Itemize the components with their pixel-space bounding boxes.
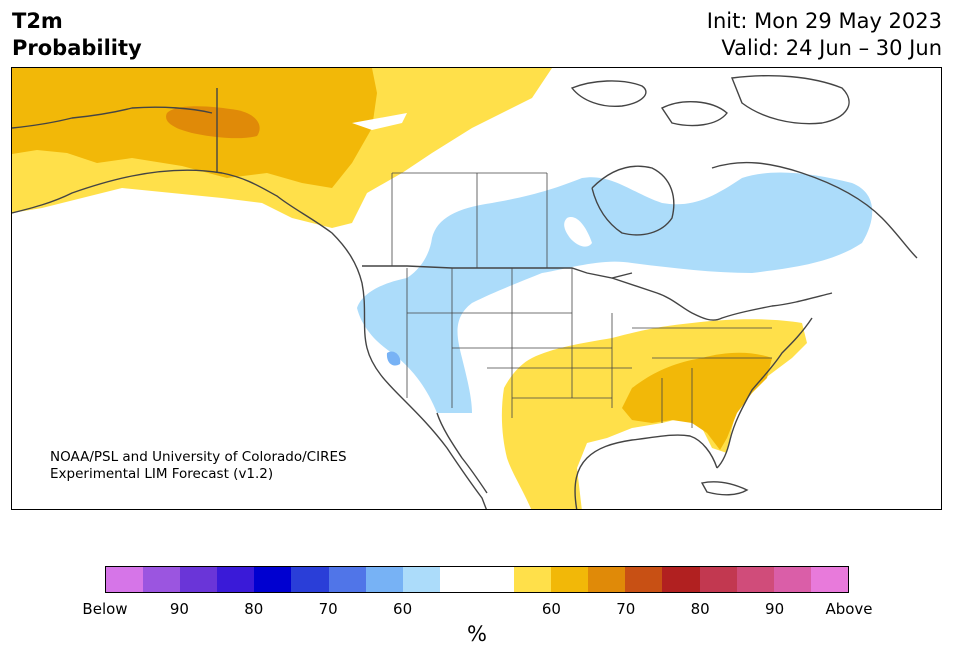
colorbar-tick-label: 60 <box>393 600 413 618</box>
region-california-below-60 <box>386 351 401 366</box>
forecast-map: NOAA/PSL and University of Colorado/CIRE… <box>11 67 942 510</box>
title-variable: T2m <box>12 9 63 33</box>
init-date: Init: Mon 29 May 2023 <box>706 9 942 33</box>
colorbar-unit: % <box>467 622 487 646</box>
state-province-lines <box>391 172 772 428</box>
colorbar-tick-label: 90 <box>765 600 785 618</box>
boundary-lines <box>12 75 918 509</box>
colorbar-segment <box>810 567 848 592</box>
region-alaska-above-70 <box>166 106 260 139</box>
colorbar-segment <box>476 567 515 592</box>
colorbar-segment <box>217 567 255 592</box>
colorbar-segment <box>662 567 700 592</box>
colorbar-segment <box>402 567 440 592</box>
title-product: Probability <box>12 36 142 60</box>
colorbar-segment <box>143 567 181 592</box>
colorbar-segment <box>254 567 292 592</box>
colorbar-segment <box>365 567 403 592</box>
region-southeast-above-60 <box>622 352 772 450</box>
map-canvas <box>12 68 918 509</box>
colorbar-tick-label: 60 <box>541 600 561 618</box>
colorbar-tick-label: 70 <box>318 600 338 618</box>
colorbar-tick-label: Above <box>825 600 873 618</box>
colorbar-segment <box>588 567 626 592</box>
colorbar-segment <box>106 567 144 592</box>
region-manitoba-white <box>564 217 592 247</box>
colorbar-tick-label: 80 <box>244 600 264 618</box>
colorbar-segment <box>180 567 218 592</box>
colorbar-segment <box>625 567 663 592</box>
colorbar-segment <box>699 567 737 592</box>
colorbar-segment <box>514 567 552 592</box>
colorbar-segment <box>736 567 774 592</box>
colorbar-tick-label: 90 <box>169 600 189 618</box>
credit-text: NOAA/PSL and University of Colorado/CIRE… <box>50 449 347 483</box>
colorbar-segment <box>328 567 366 592</box>
colorbar-tick-label: 70 <box>616 600 636 618</box>
colorbar-tick-label: 80 <box>690 600 710 618</box>
map-title: T2m Probability <box>12 8 142 62</box>
colorbar-segment <box>773 567 811 592</box>
credit-line-1: NOAA/PSL and University of Colorado/CIRE… <box>50 449 347 465</box>
region-canada-below <box>357 172 873 413</box>
credit-line-2: Experimental LIM Forecast (v1.2) <box>50 466 274 482</box>
probability-colorbar <box>105 566 849 593</box>
colorbar-tick-label: Below <box>82 600 128 618</box>
valid-range: Valid: 24 Jun – 30 Jun <box>721 36 942 60</box>
region-canada-white <box>352 113 407 130</box>
colorbar-segment <box>439 567 477 592</box>
colorbar-segment <box>291 567 329 592</box>
colorbar-segment <box>551 567 589 592</box>
forecast-dates: Init: Mon 29 May 2023 Valid: 24 Jun – 30… <box>707 8 942 62</box>
